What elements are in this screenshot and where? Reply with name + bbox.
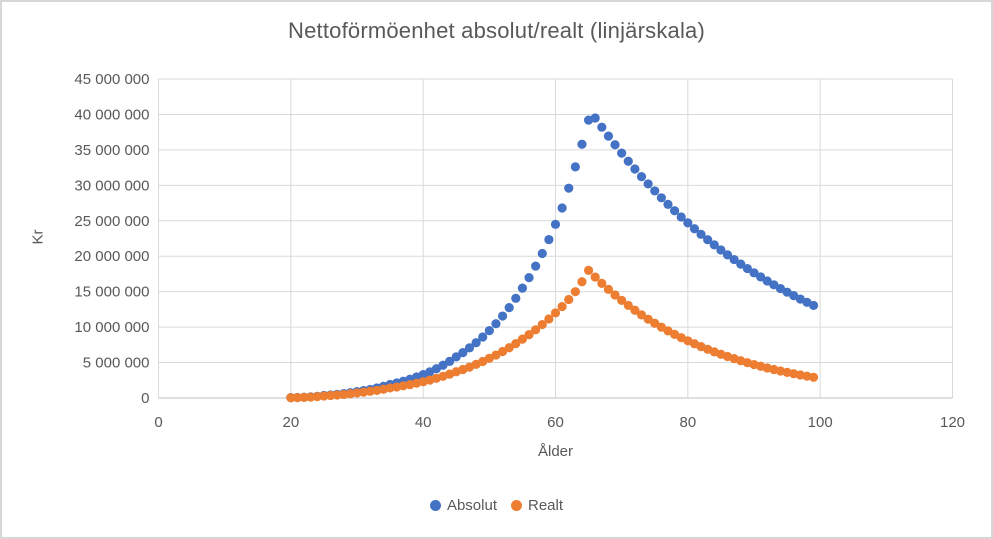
svg-text:25 000 000: 25 000 000 <box>74 213 149 230</box>
svg-text:35 000 000: 35 000 000 <box>74 142 149 159</box>
legend: Absolut Realt <box>2 497 991 514</box>
svg-text:40: 40 <box>415 414 432 431</box>
legend-marker-absolut <box>429 500 441 511</box>
svg-text:60: 60 <box>547 414 564 431</box>
svg-text:20 000 000: 20 000 000 <box>74 248 149 265</box>
svg-text:15 000 000: 15 000 000 <box>74 284 149 301</box>
legend-marker-realt <box>511 500 522 511</box>
series-realt-points[interactable] <box>286 265 819 403</box>
svg-text:40 000 000: 40 000 000 <box>74 106 149 123</box>
legend-label-absolut: Absolut <box>446 497 497 514</box>
series-absolut-points[interactable] <box>286 113 819 403</box>
x-tick-labels: 0 20 40 60 80 100 120 <box>154 414 965 431</box>
legend-label-realt: Realt <box>528 497 564 514</box>
chart-title: Nettoförmöenhet absolut/realt (linjärska… <box>287 18 706 43</box>
svg-text:5 000 000: 5 000 000 <box>83 355 150 372</box>
x-axis-title: Ålder <box>537 443 574 460</box>
svg-text:45 000 000: 45 000 000 <box>74 71 149 88</box>
svg-text:20: 20 <box>282 414 299 431</box>
y-tick-labels: 0 5 000 000 10 000 000 15 000 000 20 000 000… <box>74 71 149 407</box>
svg-text:80: 80 <box>679 414 696 431</box>
legend-item-realt[interactable]: Realt <box>511 497 563 514</box>
legend-item-absolut[interactable]: Absolut <box>429 497 497 514</box>
svg-text:30 000 000: 30 000 000 <box>74 177 149 194</box>
svg-text:0: 0 <box>141 390 149 407</box>
svg-text:120: 120 <box>940 414 965 431</box>
svg-text:0: 0 <box>154 414 162 431</box>
x-gridlines <box>158 79 953 398</box>
svg-text:10 000 000: 10 000 000 <box>74 319 149 336</box>
svg-text:100: 100 <box>808 414 833 431</box>
y-axis-title: Kr <box>29 229 47 245</box>
